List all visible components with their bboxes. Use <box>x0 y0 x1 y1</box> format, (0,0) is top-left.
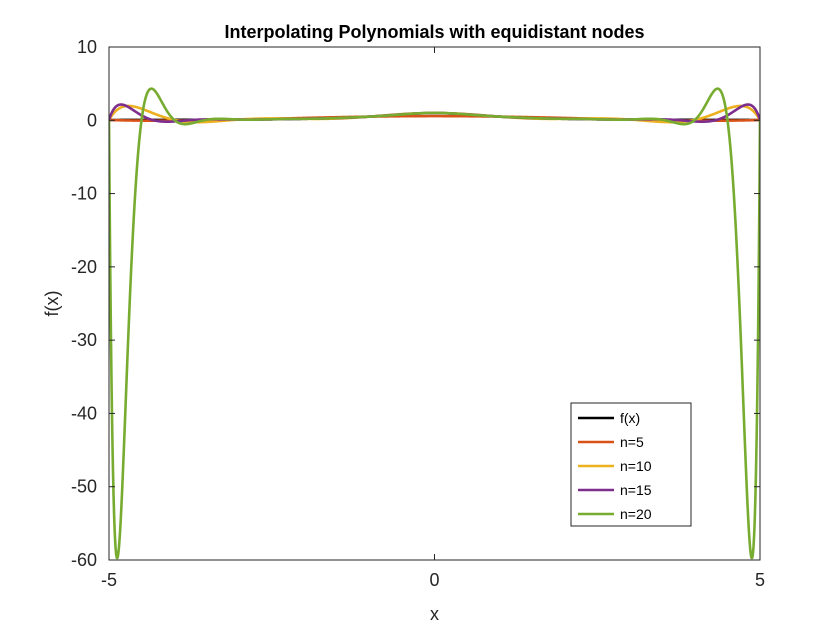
legend-entry-label: n=10 <box>620 458 652 474</box>
y-tick-label: -10 <box>71 184 97 204</box>
x-tick-label: 5 <box>755 570 765 590</box>
y-tick-label: -20 <box>71 257 97 277</box>
x-tick-label: 0 <box>429 570 439 590</box>
legend[interactable]: f(x) n=5 n=10 n=15 n=20 <box>570 402 692 527</box>
series-layer <box>109 87 760 560</box>
y-axis-label: f(x) <box>42 291 62 317</box>
legend-entry-label: n=5 <box>620 434 644 450</box>
legend-box <box>570 402 692 527</box>
legend-entry-label: f(x) <box>620 410 640 426</box>
x-tick-label: -5 <box>101 570 117 590</box>
series-line-n-20 <box>109 87 760 560</box>
y-tick-label: -50 <box>71 477 97 497</box>
y-tick-label: -40 <box>71 403 97 423</box>
x-axis-label: x <box>430 604 439 624</box>
y-tick-label: 0 <box>87 110 97 130</box>
chart-title: Interpolating Polynomials with equidista… <box>224 22 644 42</box>
legend-entry-label: n=20 <box>620 506 652 522</box>
y-tick-label: -30 <box>71 330 97 350</box>
y-tick-label: 10 <box>77 37 97 57</box>
y-tick-label: -60 <box>71 550 97 570</box>
legend-entry-label: n=15 <box>620 482 652 498</box>
